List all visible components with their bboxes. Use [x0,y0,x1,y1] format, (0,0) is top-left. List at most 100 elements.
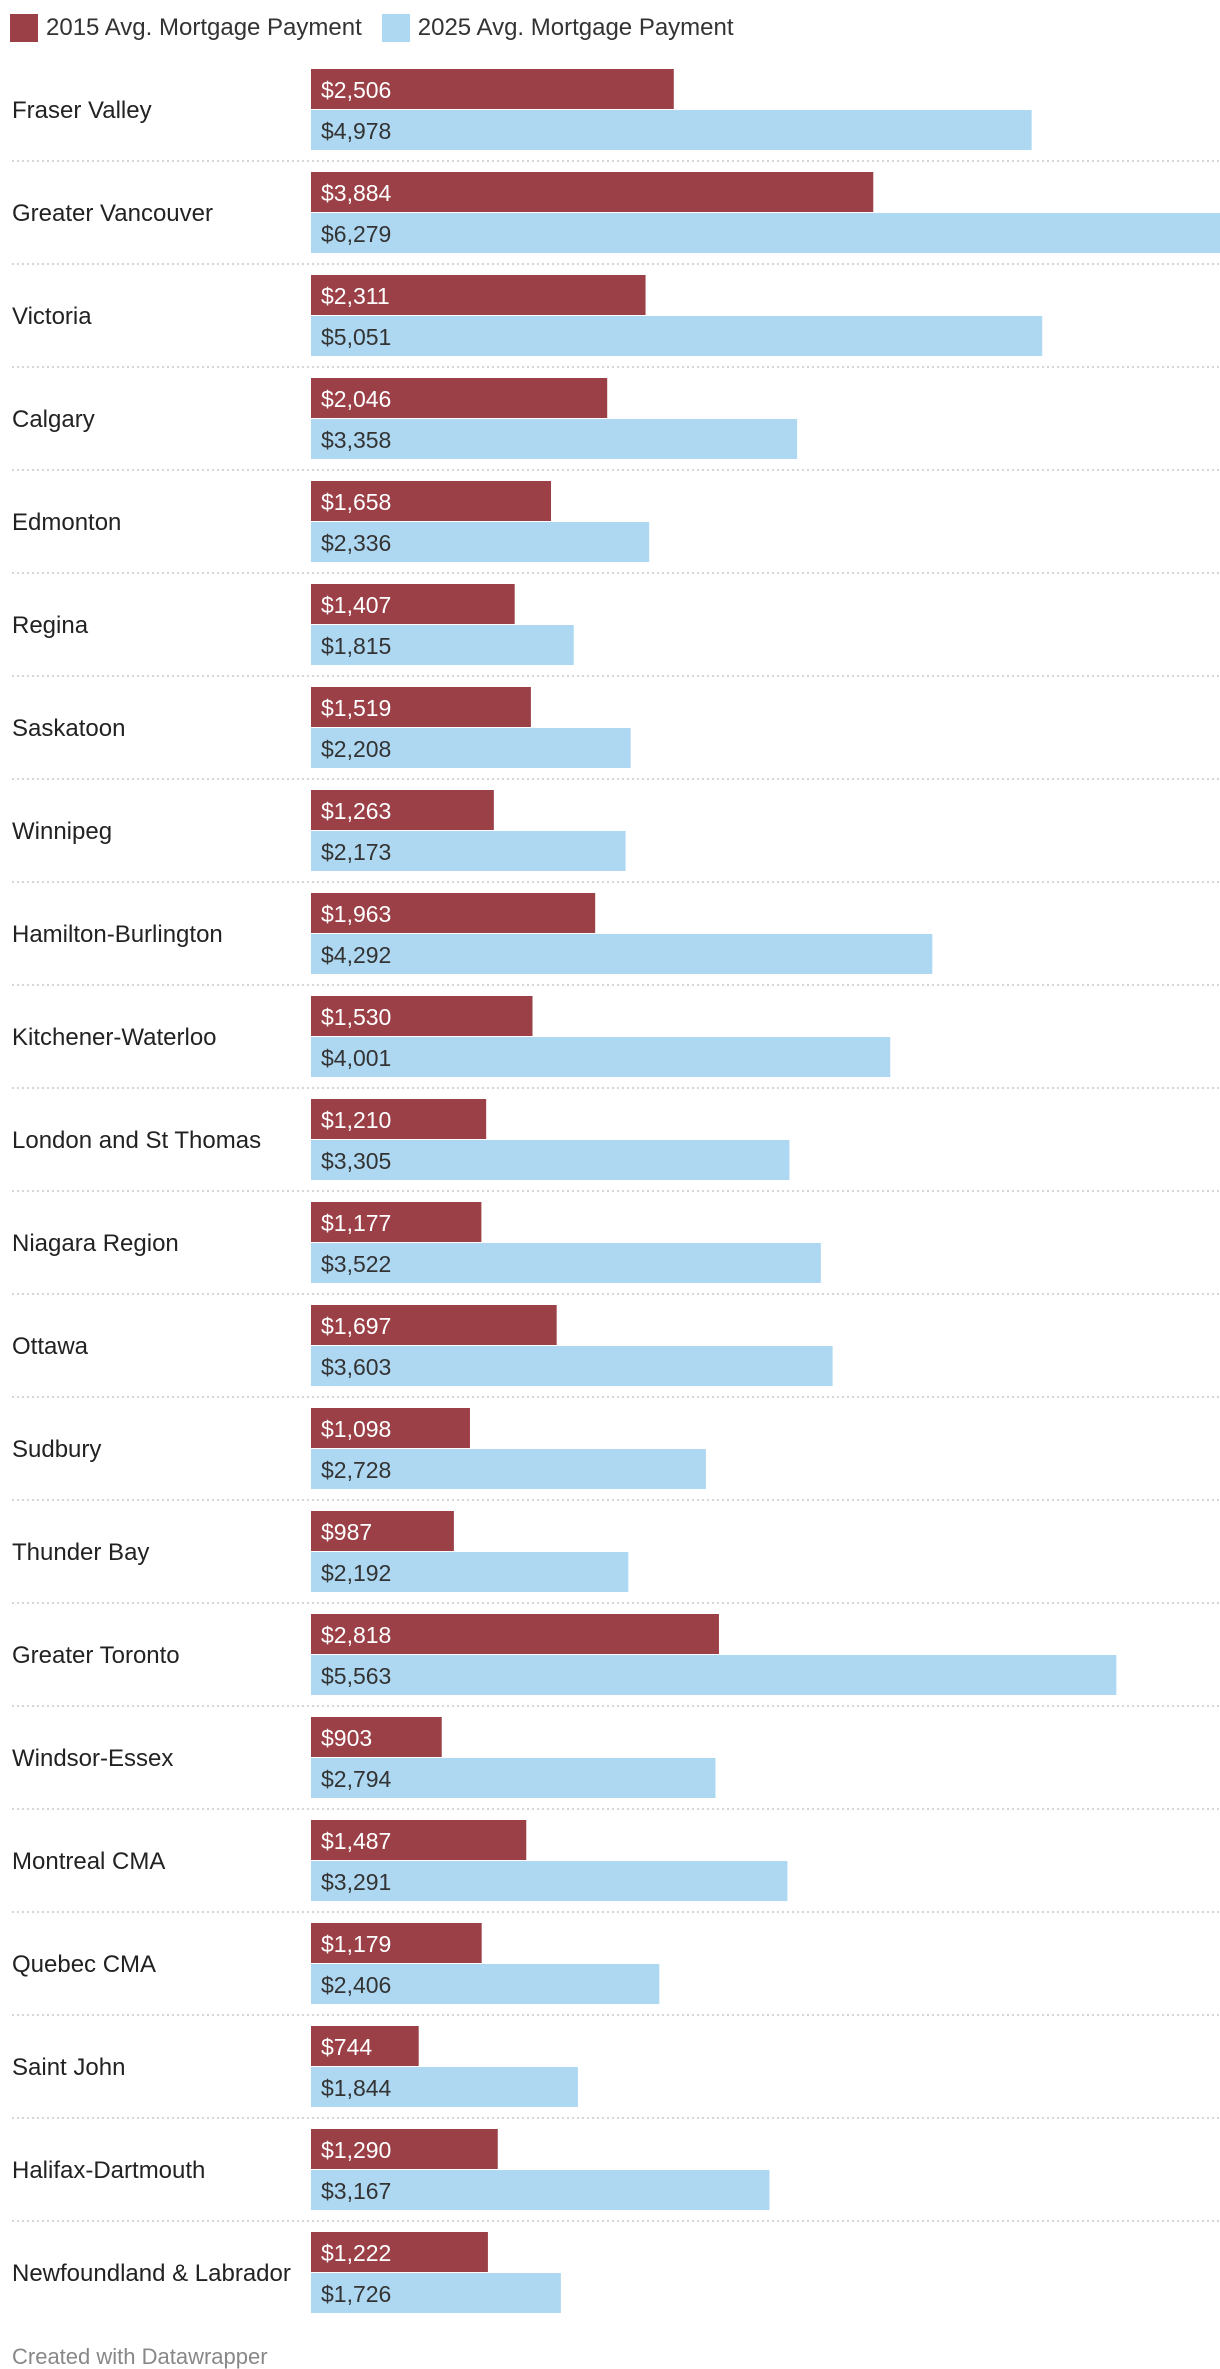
bar-label-2015: $987 [321,1519,372,1545]
bar-label-2025: $4,978 [321,118,391,144]
bar-label-2025: $5,051 [321,324,391,350]
row-label: London and St Thomas [12,1127,261,1154]
bar-2025 [311,316,1043,356]
bar-label-2015: $1,290 [321,2137,391,2163]
bar-2015 [311,687,531,727]
row-label: Sudbury [12,1436,101,1463]
row-label: Newfoundland & Labrador [12,2260,291,2287]
bar-label-2015: $1,407 [321,592,391,618]
bar-2025 [311,2273,561,2313]
row-label: Winnipeg [12,818,112,845]
bar-label-2015: $903 [321,1725,372,1751]
bar-label-2015: $1,179 [321,1931,391,1957]
footer-credit: Created with Datawrapper [12,2344,268,2369]
row-label: Calgary [12,406,95,433]
bar-2015 [311,1511,454,1551]
bar-2025 [311,1964,660,2004]
bar-label-2025: $3,603 [321,1354,391,1380]
bar-label-2015: $1,263 [321,798,391,824]
row-label: Saskatoon [12,715,125,742]
bar-2025 [311,1861,788,1901]
bar-label-2015: $1,697 [321,1313,391,1339]
bar-label-2015: $2,311 [321,283,390,309]
bar-2025 [311,1243,821,1283]
bar-2025 [311,1346,833,1386]
bar-label-2025: $6,279 [321,221,391,247]
bar-label-2025: $1,815 [321,633,391,659]
row-label: Windsor-Essex [12,1745,173,1772]
bar-2025 [311,1449,706,1489]
bar-2015 [311,2026,419,2066]
row-label: Quebec CMA [12,1951,156,1978]
bar-label-2025: $3,522 [321,1251,391,1277]
bar-label-2015: $2,818 [321,1622,391,1648]
row-label: Greater Toronto [12,1642,180,1669]
bar-label-2025: $1,726 [321,2281,391,2307]
row-label: Niagara Region [12,1230,179,1257]
bar-label-2025: $2,192 [321,1560,391,1586]
bar-2015 [311,996,533,1036]
legend-item-2025: 2025 Avg. Mortgage Payment [381,14,734,42]
bar-label-2025: $1,844 [321,2075,392,2101]
bar-2025 [311,419,798,459]
bar-label-2025: $2,406 [321,1972,391,1998]
bar-2025 [311,728,631,768]
bar-2015 [311,481,552,521]
bar-label-2015: $2,046 [321,386,391,412]
row-label: Victoria [12,303,92,330]
bar-2015 [311,893,596,933]
bar-2015 [311,2129,498,2169]
bar-label-2025: $5,563 [321,1663,391,1689]
legend-swatch-2025 [381,14,410,42]
bar-label-2015: $1,487 [321,1828,391,1854]
row-label: Kitchener-Waterloo [12,1024,217,1051]
bar-2025 [311,625,574,665]
bar-2025 [311,2170,770,2210]
row-label: Ottawa [12,1333,89,1360]
bar-label-2015: $1,098 [321,1416,391,1442]
bar-label-2025: $2,336 [321,530,391,556]
bar-label-2015: $2,506 [321,77,391,103]
bar-2015 [311,1717,442,1757]
bar-label-2025: $4,001 [321,1045,391,1071]
row-label: Halifax-Dartmouth [12,2157,205,2184]
row-label: Fraser Valley [12,97,152,124]
bar-label-2015: $1,222 [321,2240,391,2266]
legend-label-2015: 2015 Avg. Mortgage Payment [46,14,362,41]
bar-2025 [311,110,1032,150]
bar-label-2015: $1,177 [321,1210,391,1236]
bar-2015 [311,172,874,212]
bar-label-2015: $1,210 [321,1107,391,1133]
bar-label-2015: $3,884 [321,180,392,206]
bar-label-2025: $3,358 [321,427,391,453]
bar-label-2025: $3,167 [321,2178,391,2204]
bar-2015 [311,378,608,418]
legend: 2015 Avg. Mortgage Payment 2025 Avg. Mor… [10,10,754,46]
bar-label-2025: $3,291 [321,1869,391,1895]
bar-2015 [311,584,515,624]
bar-2015 [311,1408,470,1448]
bar-2025 [311,213,1220,253]
bar-2015 [311,1923,482,1963]
bar-label-2025: $2,794 [321,1766,392,1792]
bar-2015 [311,1614,719,1654]
bar-2025 [311,1140,790,1180]
bar-2015 [311,1820,527,1860]
bar-label-2015: $1,519 [321,695,391,721]
bar-2015 [311,1099,487,1139]
bar-label-2025: $2,173 [321,839,391,865]
legend-label-2025: 2025 Avg. Mortgage Payment [417,14,734,41]
bar-2015 [311,1202,482,1242]
bar-2025 [311,1552,629,1592]
bar-2025 [311,831,626,871]
row-label: Thunder Bay [12,1539,149,1566]
bar-label-2015: $1,658 [321,489,391,515]
bar-2025 [311,522,650,562]
bar-2025 [311,1758,716,1798]
row-label: Montreal CMA [12,1848,165,1875]
row-label: Edmonton [12,509,121,536]
bar-label-2025: $4,292 [321,942,391,968]
bar-2025 [311,1655,1117,1695]
bar-label-2025: $2,208 [321,736,391,762]
